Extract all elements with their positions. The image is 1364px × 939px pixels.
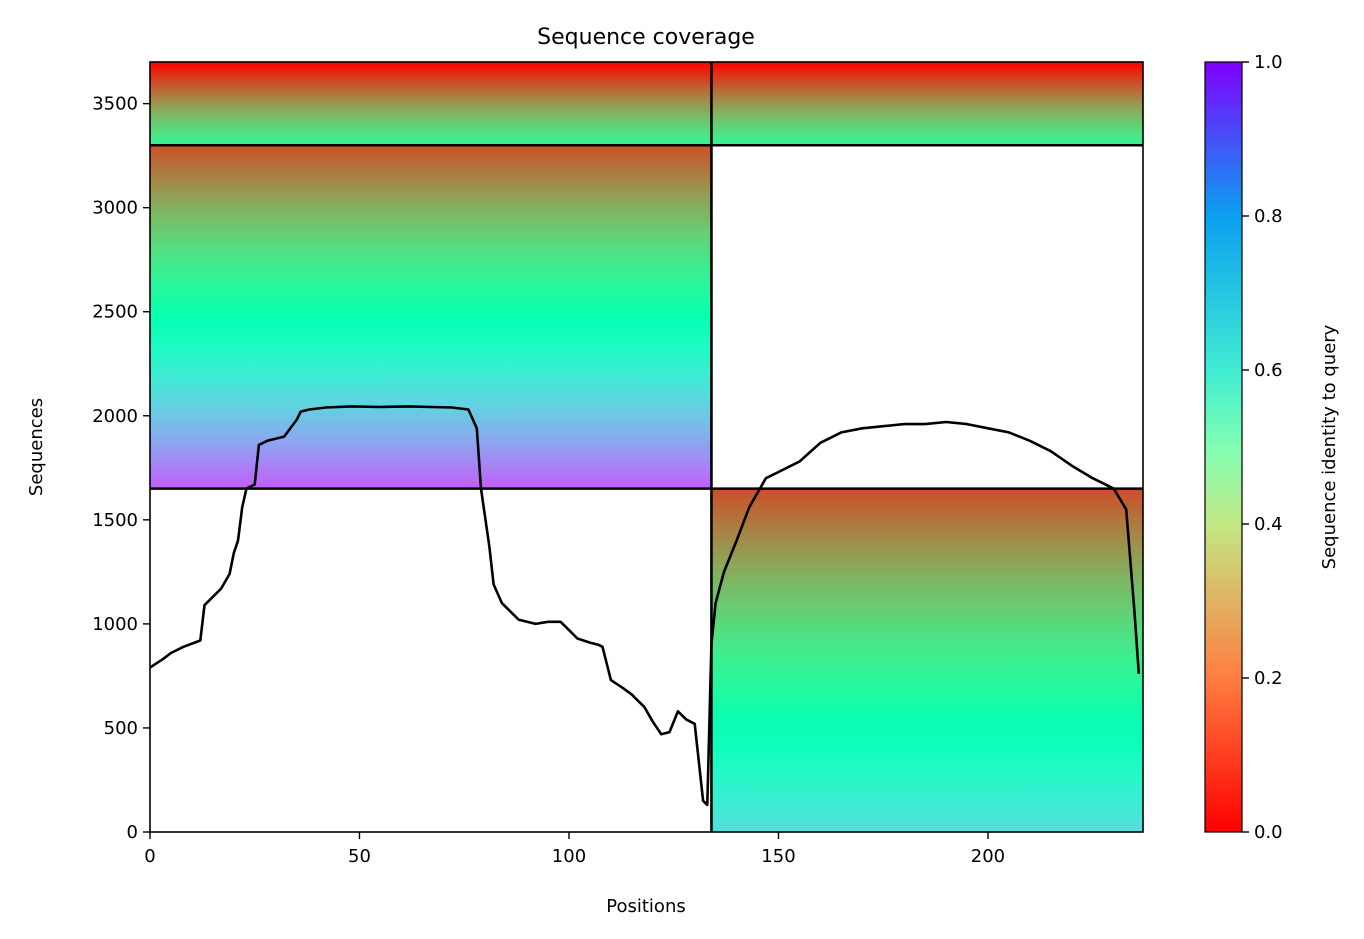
y-tick-label: 2500 — [92, 302, 138, 323]
chart-title: Sequence coverage — [537, 25, 755, 50]
colorbar-tick-label: 0.0 — [1254, 822, 1283, 843]
colorbar-tick-label: 0.2 — [1254, 668, 1283, 689]
x-tick-label: 50 — [348, 846, 371, 867]
block-top-left — [150, 62, 712, 146]
segment-dividers — [150, 62, 1143, 832]
colorbar-ticks: 0.0 0.2 0.4 0.6 0.8 1.0 — [1242, 52, 1283, 843]
y-tick-label: 500 — [104, 718, 138, 739]
x-tick-label: 150 — [761, 846, 795, 867]
colorbar-tick-label: 1.0 — [1254, 52, 1283, 73]
y-tick-label: 1500 — [92, 510, 138, 531]
colorbar — [1204, 61, 1243, 833]
coverage-blocks — [150, 62, 1143, 832]
colorbar-label: Sequence identity to query — [1319, 324, 1340, 569]
colorbar-tick-label: 0.8 — [1254, 206, 1283, 227]
x-tick-label: 100 — [552, 846, 586, 867]
y-tick-label: 3500 — [92, 94, 138, 115]
y-tick-label: 0 — [127, 822, 138, 843]
y-tick-label: 3000 — [92, 198, 138, 219]
x-axis-ticks: 0 50 100 150 200 — [144, 832, 1005, 867]
plot-frame — [149, 61, 1144, 833]
block-middle-left — [150, 145, 712, 489]
y-tick-label: 1000 — [92, 614, 138, 635]
x-tick-label: 200 — [971, 846, 1005, 867]
block-bottom-right — [711, 488, 1143, 832]
y-axis-label: Sequences — [26, 398, 47, 496]
colorbar-tick-label: 0.6 — [1254, 360, 1283, 381]
y-tick-label: 2000 — [92, 406, 138, 427]
block-top-right — [711, 62, 1143, 146]
y-axis-ticks: 0 500 1000 1500 2000 2500 3000 3500 — [92, 94, 150, 843]
coverage-line — [150, 405, 1141, 807]
x-tick-label: 0 — [144, 846, 155, 867]
x-axis-label: Positions — [606, 896, 685, 917]
colorbar-tick-label: 0.4 — [1254, 514, 1283, 535]
